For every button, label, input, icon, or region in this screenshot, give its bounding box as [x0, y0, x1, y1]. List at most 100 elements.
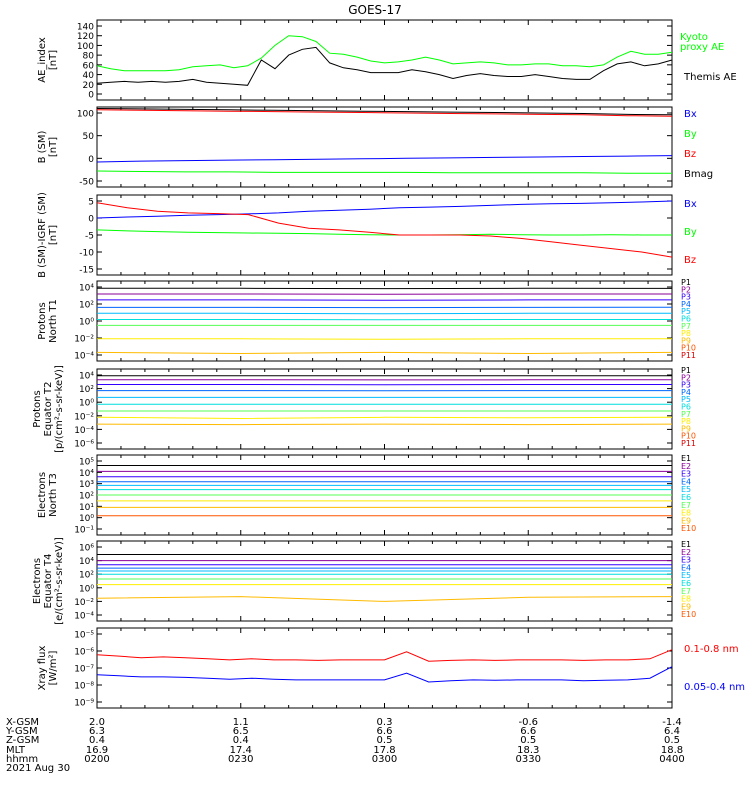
panel-frame-5: [96, 368, 673, 450]
legend-p5: P5: [681, 307, 691, 316]
y-tick-label: 10⁰: [79, 584, 94, 594]
legend-p3: P3: [681, 293, 691, 302]
y-tick-label: 140: [77, 23, 94, 33]
x-axis-value: 6.4: [664, 726, 680, 737]
y-tick-label: 10³: [79, 480, 94, 490]
legend-bx: Bx: [684, 199, 697, 210]
y-tick-label: 10⁻⁴: [74, 426, 94, 436]
series-line-bz: [96, 109, 673, 117]
legend-xray-long: 0.1-0.8 nm: [684, 644, 739, 655]
legend-e10: E10: [681, 610, 696, 619]
series-line-kyoto-proxy-ae: [96, 35, 673, 72]
legend-e4: E4: [681, 477, 691, 486]
x-axis-value: 0.4: [233, 735, 249, 746]
legend-p4: P4: [681, 300, 691, 309]
y-tick-label: 10⁴: [79, 372, 94, 382]
series-line-xray-1: [96, 649, 673, 662]
legend-bmag: Bmag: [684, 169, 713, 180]
x-axis-value: 6.5: [233, 726, 249, 737]
y-tick-label: 10²: [79, 385, 94, 395]
legend-p10: P10: [681, 344, 696, 353]
y-tick-label: 10⁰: [79, 318, 94, 328]
y-tick-label: -15: [79, 266, 94, 276]
x-axis-value: 17.4: [230, 745, 252, 756]
y-tick-label: 20: [83, 81, 95, 91]
y-tick-label: 10⁻⁶: [74, 440, 94, 450]
series-line-xray-2: [96, 666, 673, 683]
legend-p2: P2: [681, 285, 691, 294]
legend-p1: P1: [681, 366, 691, 375]
legend-p10: P10: [681, 432, 696, 441]
legend-e6: E6: [681, 493, 691, 502]
x-axis-value: 18.3: [517, 745, 539, 756]
x-axis-value: 6.6: [377, 726, 393, 737]
legend-p3: P3: [681, 381, 691, 390]
y-tick-label: 120: [77, 32, 94, 42]
legend-by: By: [684, 129, 697, 140]
x-axis-row-label: hhmm: [6, 754, 38, 765]
y-axis-label: [p/(cm²-s-sr-keV)]: [54, 365, 65, 453]
y-tick-label: 10⁰: [79, 514, 94, 524]
legend-p9: P9: [681, 336, 691, 345]
chart-title: GOES-17: [348, 3, 402, 17]
y-tick-label: 10²: [79, 492, 94, 502]
legend-proxy-ae: proxy AE: [680, 42, 724, 53]
y-tick-label: 10⁻⁴: [74, 352, 94, 362]
x-axis-value: -0.6: [518, 717, 538, 728]
legend-p6: P6: [681, 315, 691, 324]
legend-bz: Bz: [684, 255, 696, 266]
legend-e8: E8: [681, 509, 691, 518]
y-axis-label: Equator T2: [43, 382, 54, 437]
x-axis-value: 0.5: [377, 735, 393, 746]
legend-e3: E3: [681, 556, 691, 565]
y-axis-label: Protons: [32, 390, 43, 427]
x-axis-value: 0330: [516, 754, 541, 765]
y-tick-label: 10⁵: [79, 458, 94, 468]
x-axis-row-label: X-GSM: [6, 717, 39, 728]
y-axis-label: North T1: [48, 299, 59, 343]
legend-e4: E4: [681, 563, 691, 572]
y-tick-label: 5: [88, 198, 94, 208]
legend-p2: P2: [681, 373, 691, 382]
y-tick-label: 10⁶: [79, 544, 94, 554]
x-axis-value: 0.5: [664, 735, 680, 746]
legend-p7: P7: [681, 410, 691, 419]
legend-e5: E5: [681, 485, 691, 494]
legend-p1: P1: [681, 278, 691, 287]
legend-kyoto: Kyoto: [680, 32, 708, 43]
y-axis-label: Xray flux: [37, 646, 48, 691]
y-tick-label: 10¹: [79, 503, 94, 513]
x-axis-row-label: MLT: [6, 745, 26, 756]
x-axis-value: 0200: [84, 754, 109, 765]
series-line-p9: [96, 423, 673, 426]
y-axis-label: B (SM)-IGRF (SM): [37, 192, 48, 278]
legend-e1: E1: [681, 454, 691, 463]
y-tick-label: 10⁻²: [74, 412, 94, 422]
y-axis-label: North T3: [48, 473, 59, 517]
legend-p6: P6: [681, 403, 691, 412]
series-line-by: [96, 229, 672, 236]
legend-p5: P5: [681, 395, 691, 404]
y-tick-label: -5: [85, 232, 94, 242]
y-tick-label: -10: [79, 249, 94, 259]
y-tick-label: 10⁻⁶: [74, 648, 94, 658]
legend-p8: P8: [681, 329, 691, 338]
y-tick-label: 100: [77, 110, 94, 120]
y-tick-label: 10²: [79, 301, 94, 311]
panel-frame-4: [96, 280, 673, 362]
y-axis-label: AE_index: [37, 37, 48, 83]
y-axis-label: B (SM): [37, 130, 48, 163]
y-axis-label: Equator T4: [43, 554, 54, 609]
series-line-bx: [96, 155, 673, 163]
x-axis-value: 6.6: [520, 726, 536, 737]
y-axis-label: Protons: [37, 302, 48, 339]
series-line-e9: [96, 596, 673, 602]
y-axis-label: [nT]: [48, 137, 59, 157]
y-tick-label: 50: [83, 132, 95, 142]
legend-p11: P11: [681, 439, 696, 448]
legend-e9: E9: [681, 516, 691, 525]
y-tick-label: 10⁴: [79, 284, 94, 294]
legend-by: By: [684, 227, 697, 238]
y-tick-label: 40: [83, 71, 95, 81]
legend-p9: P9: [681, 424, 691, 433]
